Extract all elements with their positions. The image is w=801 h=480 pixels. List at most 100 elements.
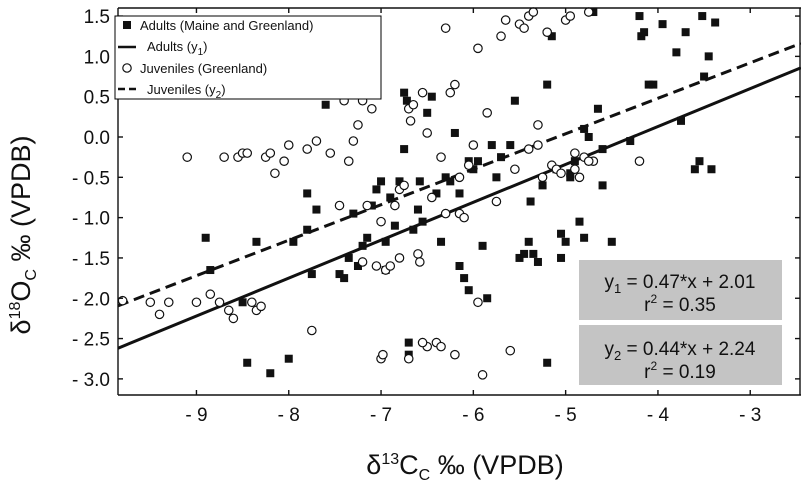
adult-point — [543, 80, 552, 89]
juvenile-point — [634, 156, 645, 166]
x-tick-label: - 9 — [185, 405, 207, 426]
equation-box-juveniles: y2 = 0.44*x + 2.24 r2 = 0.19 — [579, 325, 782, 385]
adult-point — [349, 209, 358, 218]
adult-point — [570, 157, 579, 166]
juvenile-point — [205, 289, 216, 300]
adult-point — [626, 137, 635, 146]
juvenile-point — [302, 144, 313, 154]
juvenile-point — [533, 120, 543, 130]
r2-adults: r2 = 0.35 — [644, 292, 716, 316]
juvenile-point — [334, 200, 345, 211]
adult-point — [303, 225, 312, 234]
adult-point — [446, 177, 455, 186]
juvenile-point — [270, 168, 280, 179]
juvenile-point — [422, 128, 432, 138]
juvenile-point — [283, 140, 294, 150]
adult-point — [711, 18, 720, 27]
juvenile-point — [403, 353, 414, 364]
adult-point — [321, 100, 330, 109]
juvenile-point — [556, 168, 566, 179]
adult-point — [515, 253, 524, 262]
juvenile-point — [394, 253, 405, 263]
legend-label-adults: Adults (Maine and Greenland) — [140, 18, 313, 33]
juvenile-point — [570, 148, 580, 158]
legend-box — [114, 15, 382, 100]
juvenile-point — [505, 345, 516, 356]
juvenile-point — [371, 261, 382, 271]
juvenile-point — [362, 200, 373, 211]
juvenile-point — [450, 79, 460, 90]
adult-point — [381, 237, 390, 246]
adult-point — [238, 298, 247, 307]
juvenile-point — [440, 208, 451, 219]
adult-point — [707, 165, 716, 174]
adult-point — [598, 181, 607, 190]
juvenile-point — [399, 180, 409, 191]
adult-point — [677, 116, 686, 125]
adult-point — [497, 153, 506, 162]
adult-point — [372, 185, 381, 194]
equation-box-adults: y1 = 0.47*x + 2.01 r2 = 0.35 — [579, 260, 782, 320]
adult-point — [427, 92, 436, 101]
juvenile-point — [214, 297, 225, 308]
y-tick-label: 1.5 — [84, 7, 110, 28]
adult-point — [307, 270, 316, 279]
adult-point — [529, 249, 538, 258]
juvenile-point — [574, 172, 585, 183]
adult-point — [580, 124, 589, 133]
juvenile-point — [154, 309, 165, 320]
juvenile-point — [583, 156, 594, 166]
adult-point — [700, 72, 709, 81]
juvenile-point — [378, 349, 388, 360]
adult-point — [469, 165, 478, 174]
adult-point — [483, 294, 492, 303]
adult-point — [580, 233, 589, 242]
adult-point — [538, 181, 547, 190]
adult-point — [409, 225, 418, 234]
fit-line-adults — [118, 66, 801, 350]
adult-point — [243, 358, 252, 367]
adult-point — [423, 108, 432, 117]
adult-point — [533, 257, 542, 266]
juvenile-point — [436, 152, 446, 162]
juvenile-point — [182, 152, 193, 162]
adult-point — [413, 205, 422, 214]
juvenile-point — [415, 257, 425, 267]
adult-point — [575, 217, 584, 226]
legend: Adults (Maine and Greenland) Adults (y1)… — [114, 15, 382, 101]
juvenile-point — [565, 11, 576, 21]
juvenile-point — [307, 325, 317, 336]
juvenile-point — [454, 172, 465, 183]
juvenile-point — [463, 160, 474, 171]
juvenile-point — [145, 297, 156, 308]
juvenile-point — [247, 297, 257, 308]
adult-point — [690, 165, 699, 174]
juvenile-point — [191, 297, 202, 308]
adult-point — [390, 221, 399, 230]
adult-point — [400, 145, 409, 154]
adult-point — [358, 241, 367, 250]
adult-point — [450, 128, 459, 137]
juvenile-point — [528, 7, 539, 17]
juvenile-point — [343, 156, 354, 166]
adult-point — [344, 253, 353, 262]
adult-point — [363, 233, 372, 242]
juvenile-point — [440, 23, 451, 33]
juvenile-point — [537, 172, 548, 183]
adult-point — [640, 28, 649, 37]
juvenile-point — [450, 349, 460, 360]
juvenile-point — [473, 297, 483, 308]
adult-point — [658, 20, 667, 29]
adult-point — [637, 32, 646, 41]
adult-point — [353, 262, 362, 270]
juvenile-point — [510, 164, 520, 175]
adult-point — [566, 169, 575, 178]
juvenile-point — [445, 87, 456, 98]
juvenile-point — [265, 148, 276, 158]
juvenile-point — [500, 15, 511, 25]
adult-point — [415, 177, 424, 186]
juvenile-point — [477, 370, 488, 380]
x-axis-title: δ13CC ‰ (VPDB) — [366, 450, 563, 480]
adult-point — [557, 229, 566, 238]
